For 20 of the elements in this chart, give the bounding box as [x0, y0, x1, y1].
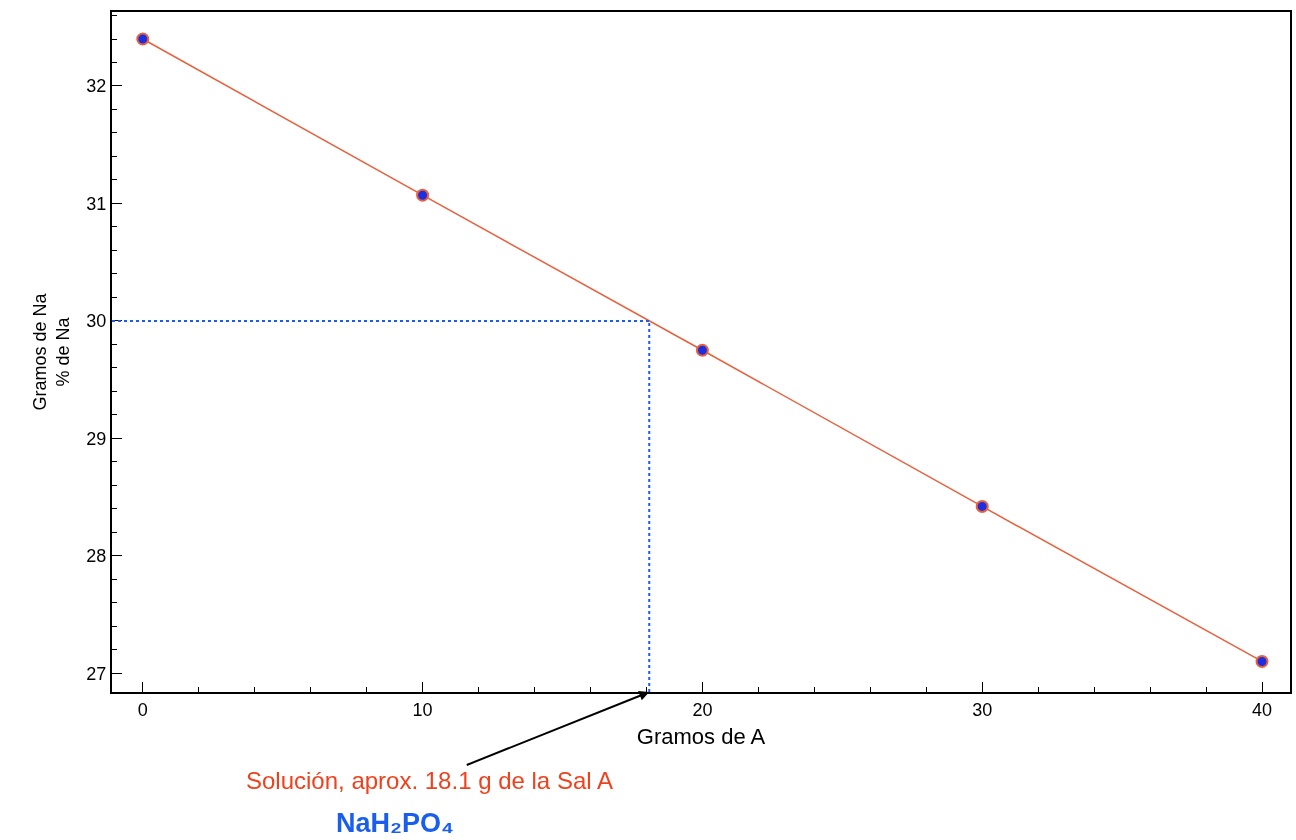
- x-axis-title: Gramos de A: [636, 724, 766, 749]
- point: [1255, 654, 1269, 668]
- point: [695, 343, 709, 357]
- annotation: Solución, aprox. 18.1 g de la Sal A: [246, 767, 613, 794]
- y-tick-label: 28: [86, 546, 107, 567]
- y-tick-label: 31: [86, 193, 107, 214]
- point: [136, 32, 150, 46]
- x-tick-label: 0: [137, 699, 148, 720]
- x-tick-label: 30: [972, 699, 993, 720]
- y-tick-label: 27: [86, 663, 107, 684]
- point: [975, 499, 989, 513]
- text: NaH₂PO₄: [336, 808, 454, 838]
- x-tick-label: 20: [692, 699, 713, 720]
- y-tick-label: 29: [86, 428, 107, 449]
- y-tick-label: 32: [86, 76, 107, 97]
- point: [416, 188, 430, 202]
- x-tick-label: 40: [1252, 699, 1273, 720]
- y-tick-label: 30: [86, 311, 107, 332]
- y-axis-title: Gramos de Na % de Na: [29, 292, 74, 411]
- x-tick-label: 10: [412, 699, 433, 720]
